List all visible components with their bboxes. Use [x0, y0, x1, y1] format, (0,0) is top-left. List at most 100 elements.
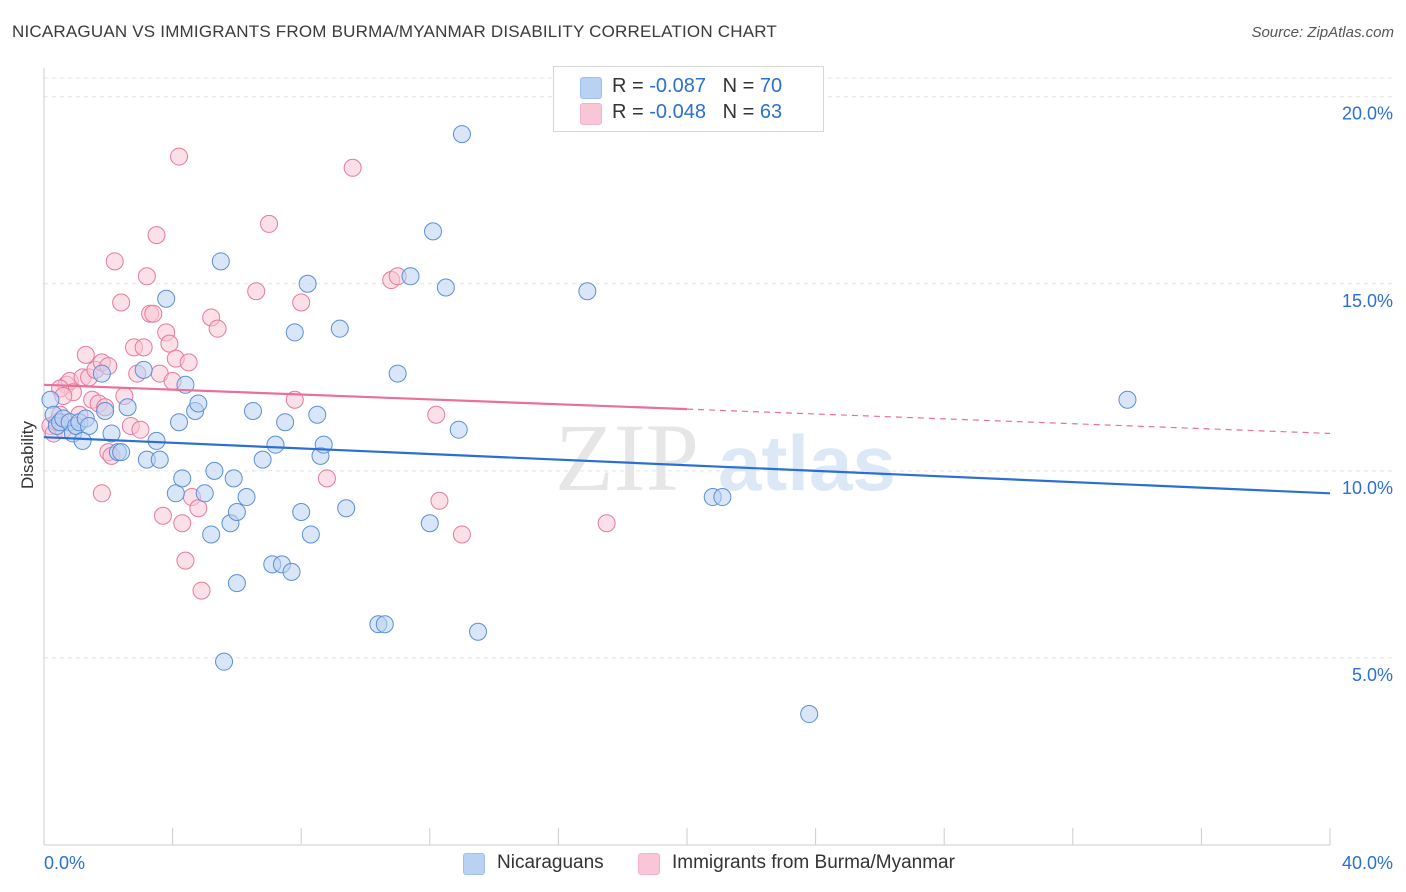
point-burma: [189, 499, 208, 518]
point-burma: [76, 345, 95, 364]
y-tick-label: 5.0%: [1352, 665, 1393, 685]
legend-n-value: 63: [759, 101, 783, 123]
data-points: [41, 125, 1137, 724]
point-nicaraguans: [202, 525, 221, 544]
point-nicaraguans: [73, 431, 92, 450]
point-burma: [247, 282, 266, 301]
point-nicaraguans: [134, 360, 153, 379]
bottom-legend-label: Immigrants from Burma/Myanmar: [672, 852, 955, 873]
point-nicaraguans: [308, 405, 327, 424]
point-nicaraguans: [330, 319, 349, 338]
point-nicaraguans: [227, 503, 246, 522]
x-tick-label: 40.0%: [1342, 853, 1393, 873]
point-nicaraguans: [253, 450, 272, 469]
point-nicaraguans: [96, 401, 115, 420]
point-nicaraguans: [41, 390, 60, 409]
point-nicaraguans: [436, 278, 455, 297]
point-nicaraguans: [170, 413, 189, 432]
point-burma: [137, 267, 156, 286]
point-nicaraguans: [215, 652, 234, 671]
point-burma: [170, 147, 189, 166]
legend-r-label: R =: [612, 101, 650, 123]
point-burma: [144, 304, 163, 323]
point-burma: [192, 581, 211, 600]
point-nicaraguans: [211, 252, 230, 271]
point-nicaraguans: [266, 435, 285, 454]
axes: [43, 68, 1331, 846]
point-burma: [173, 514, 192, 533]
y-axis-label: Disability: [18, 420, 37, 489]
y-tick-label: 15.0%: [1342, 291, 1393, 311]
bottom-legend-swatch-nicaraguans: [463, 853, 485, 875]
point-nicaraguans: [578, 282, 597, 301]
trend-lines: [43, 383, 1331, 495]
point-nicaraguans: [452, 125, 471, 144]
point-nicaraguans: [469, 622, 488, 641]
point-burma: [105, 252, 124, 271]
tick-labels: 5.0% 10.0% 15.0% 20.0% 0.0% 40.0%: [44, 104, 1393, 873]
watermark-zip: ZIP: [555, 404, 699, 511]
trend-line-nicaraguans: [43, 436, 1331, 495]
point-burma: [427, 405, 446, 424]
point-nicaraguans: [388, 364, 407, 383]
point-nicaraguans: [1118, 390, 1137, 409]
legend-r-value: -0.048: [649, 101, 706, 123]
chart-title: NICARAGUAN VS IMMIGRANTS FROM BURMA/MYAN…: [12, 22, 777, 41]
point-burma: [597, 514, 616, 533]
legend-r-value: -0.087: [649, 75, 706, 97]
legend-r-label: R =: [612, 75, 650, 97]
point-nicaraguans: [420, 514, 439, 533]
point-burma: [147, 226, 166, 245]
point-nicaraguans: [375, 615, 394, 634]
stats-legend: R = -0.087 N = 70 R = -0.048 N = 63: [553, 66, 824, 132]
point-nicaraguans: [285, 323, 304, 342]
bottom-legend-swatch-burma: [638, 853, 660, 875]
point-burma: [452, 525, 471, 544]
point-nicaraguans: [157, 289, 176, 308]
point-burma: [343, 158, 362, 177]
legend-swatch-nicaraguans: [580, 77, 602, 99]
point-nicaraguans: [449, 420, 468, 439]
point-nicaraguans: [276, 413, 295, 432]
point-nicaraguans: [243, 401, 262, 420]
point-nicaraguans: [424, 222, 443, 241]
point-burma: [134, 338, 153, 357]
point-nicaraguans: [301, 525, 320, 544]
y-tick-label: 20.0%: [1342, 104, 1393, 124]
point-burma: [179, 353, 198, 372]
trend-line-burma-solid: [43, 383, 688, 411]
legend-n-value: 70: [759, 75, 783, 97]
trend-line-burma-dashed: [686, 408, 1331, 435]
point-burma: [292, 293, 311, 312]
point-burma: [92, 484, 111, 503]
y-tick-label: 10.0%: [1342, 478, 1393, 498]
watermark-atlas: atlas: [718, 419, 896, 507]
point-nicaraguans: [401, 267, 420, 286]
point-nicaraguans: [713, 488, 732, 507]
point-nicaraguans: [173, 469, 192, 488]
point-burma: [131, 420, 150, 439]
point-nicaraguans: [282, 562, 301, 581]
point-nicaraguans: [189, 394, 208, 413]
bottom-legend-label: Nicaraguans: [497, 852, 604, 873]
point-nicaraguans: [205, 461, 224, 480]
point-burma: [153, 506, 172, 525]
source-note: Source: ZipAtlas.com: [1251, 24, 1394, 41]
point-nicaraguans: [92, 364, 111, 383]
point-nicaraguans: [118, 398, 137, 417]
point-nicaraguans: [195, 484, 214, 503]
watermark: ZIP atlas: [555, 404, 896, 511]
point-nicaraguans: [800, 705, 819, 724]
point-nicaraguans: [337, 499, 356, 518]
point-nicaraguans: [237, 488, 256, 507]
legend-n-label: N =: [722, 75, 760, 97]
point-nicaraguans: [292, 503, 311, 522]
point-nicaraguans: [112, 443, 131, 462]
grid-lines: [44, 77, 1395, 659]
point-burma: [160, 334, 179, 353]
point-burma: [176, 551, 195, 570]
legend-n-label: N =: [722, 101, 760, 123]
point-nicaraguans: [224, 469, 243, 488]
point-nicaraguans: [150, 450, 169, 469]
